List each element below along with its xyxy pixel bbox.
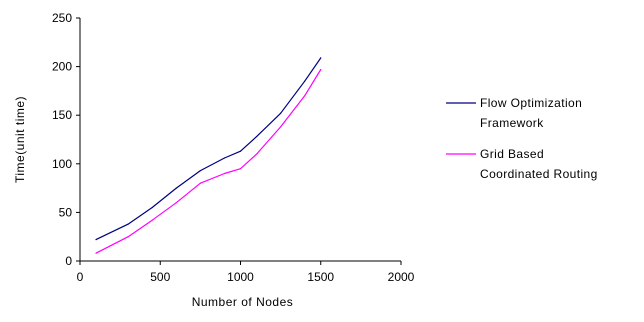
series-1-point — [127, 223, 129, 225]
legend-label-1-line-2: Framework — [480, 116, 544, 130]
series-2-point — [127, 236, 129, 238]
series-1-point — [320, 57, 322, 59]
series-1-point — [239, 150, 242, 152]
legend-label-2-line-2: Coordinated Routing — [480, 167, 598, 181]
y-tick-label: 200 — [52, 60, 72, 74]
series-2-point — [95, 252, 97, 254]
x-tick-label: 500 — [150, 270, 170, 284]
series-1-point — [199, 170, 201, 172]
series-2-point — [223, 172, 226, 175]
x-axis-label: Number of Nodes — [192, 295, 294, 309]
series-2-point — [280, 126, 282, 128]
series-1-point — [255, 135, 258, 138]
series-2-point — [255, 153, 258, 155]
series-1-point — [95, 239, 97, 241]
y-tick-label: 50 — [59, 205, 73, 219]
series-2-point — [320, 68, 322, 71]
x-tick-label: 0 — [77, 270, 84, 284]
series-2-point — [175, 202, 177, 204]
legend-label-1-line-1: Flow Optimization — [480, 96, 582, 110]
series-1-point — [175, 187, 177, 189]
legend: Flow Optimization Framework Grid Based Coor… — [446, 96, 598, 181]
x-tick-label: 2000 — [388, 270, 415, 284]
x-tick-label: 1500 — [307, 270, 334, 284]
series-2-point — [199, 182, 201, 184]
series-1-point — [151, 206, 153, 209]
y-axis-label: Time(unit time) — [13, 96, 27, 183]
series-2-point — [239, 168, 242, 170]
series-2-point — [151, 219, 153, 221]
y-tick-label: 150 — [52, 108, 72, 122]
series-line-2 — [95, 69, 322, 254]
series-2-point — [304, 95, 306, 97]
x-tick-label: 1000 — [227, 270, 254, 284]
legend-label-2-line-1: Grid Based — [480, 147, 544, 161]
series-1-point — [223, 157, 226, 159]
plot-area: 0 50 100 150 200 250 0 500 1000 1500 2000 — [52, 11, 415, 284]
series-1-point — [280, 112, 282, 114]
series-line-1 — [95, 57, 322, 241]
y-tick-label: 0 — [65, 254, 72, 268]
series-1-point — [304, 80, 306, 82]
y-tick-label: 100 — [52, 157, 72, 171]
y-tick-label: 250 — [52, 11, 72, 25]
